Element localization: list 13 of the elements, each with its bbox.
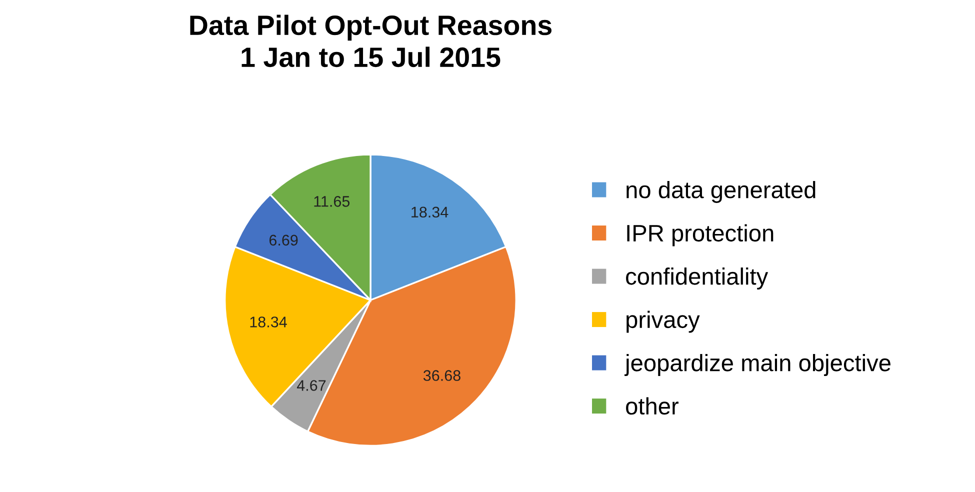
legend-label: jeopardize main objective bbox=[624, 354, 890, 376]
legend-label: other bbox=[626, 397, 678, 415]
legend-label: IPR protection bbox=[627, 224, 774, 246]
data-label: 6.69 bbox=[269, 234, 298, 246]
legend-label: no data generated bbox=[626, 180, 816, 203]
data-label: 18.34 bbox=[250, 316, 287, 328]
data-label: 11.65 bbox=[314, 196, 350, 207]
data-label: 36.68 bbox=[423, 370, 460, 381]
data-label: 4.67 bbox=[296, 380, 326, 391]
chart-title: Data Pilot Opt-Out Reasons 1 Jan to 15 Jul 2015 bbox=[190, 14, 552, 68]
data-label: 18.34 bbox=[412, 206, 448, 218]
legend-label: privacy bbox=[626, 310, 700, 333]
legend-label: confidentiality bbox=[626, 267, 768, 290]
